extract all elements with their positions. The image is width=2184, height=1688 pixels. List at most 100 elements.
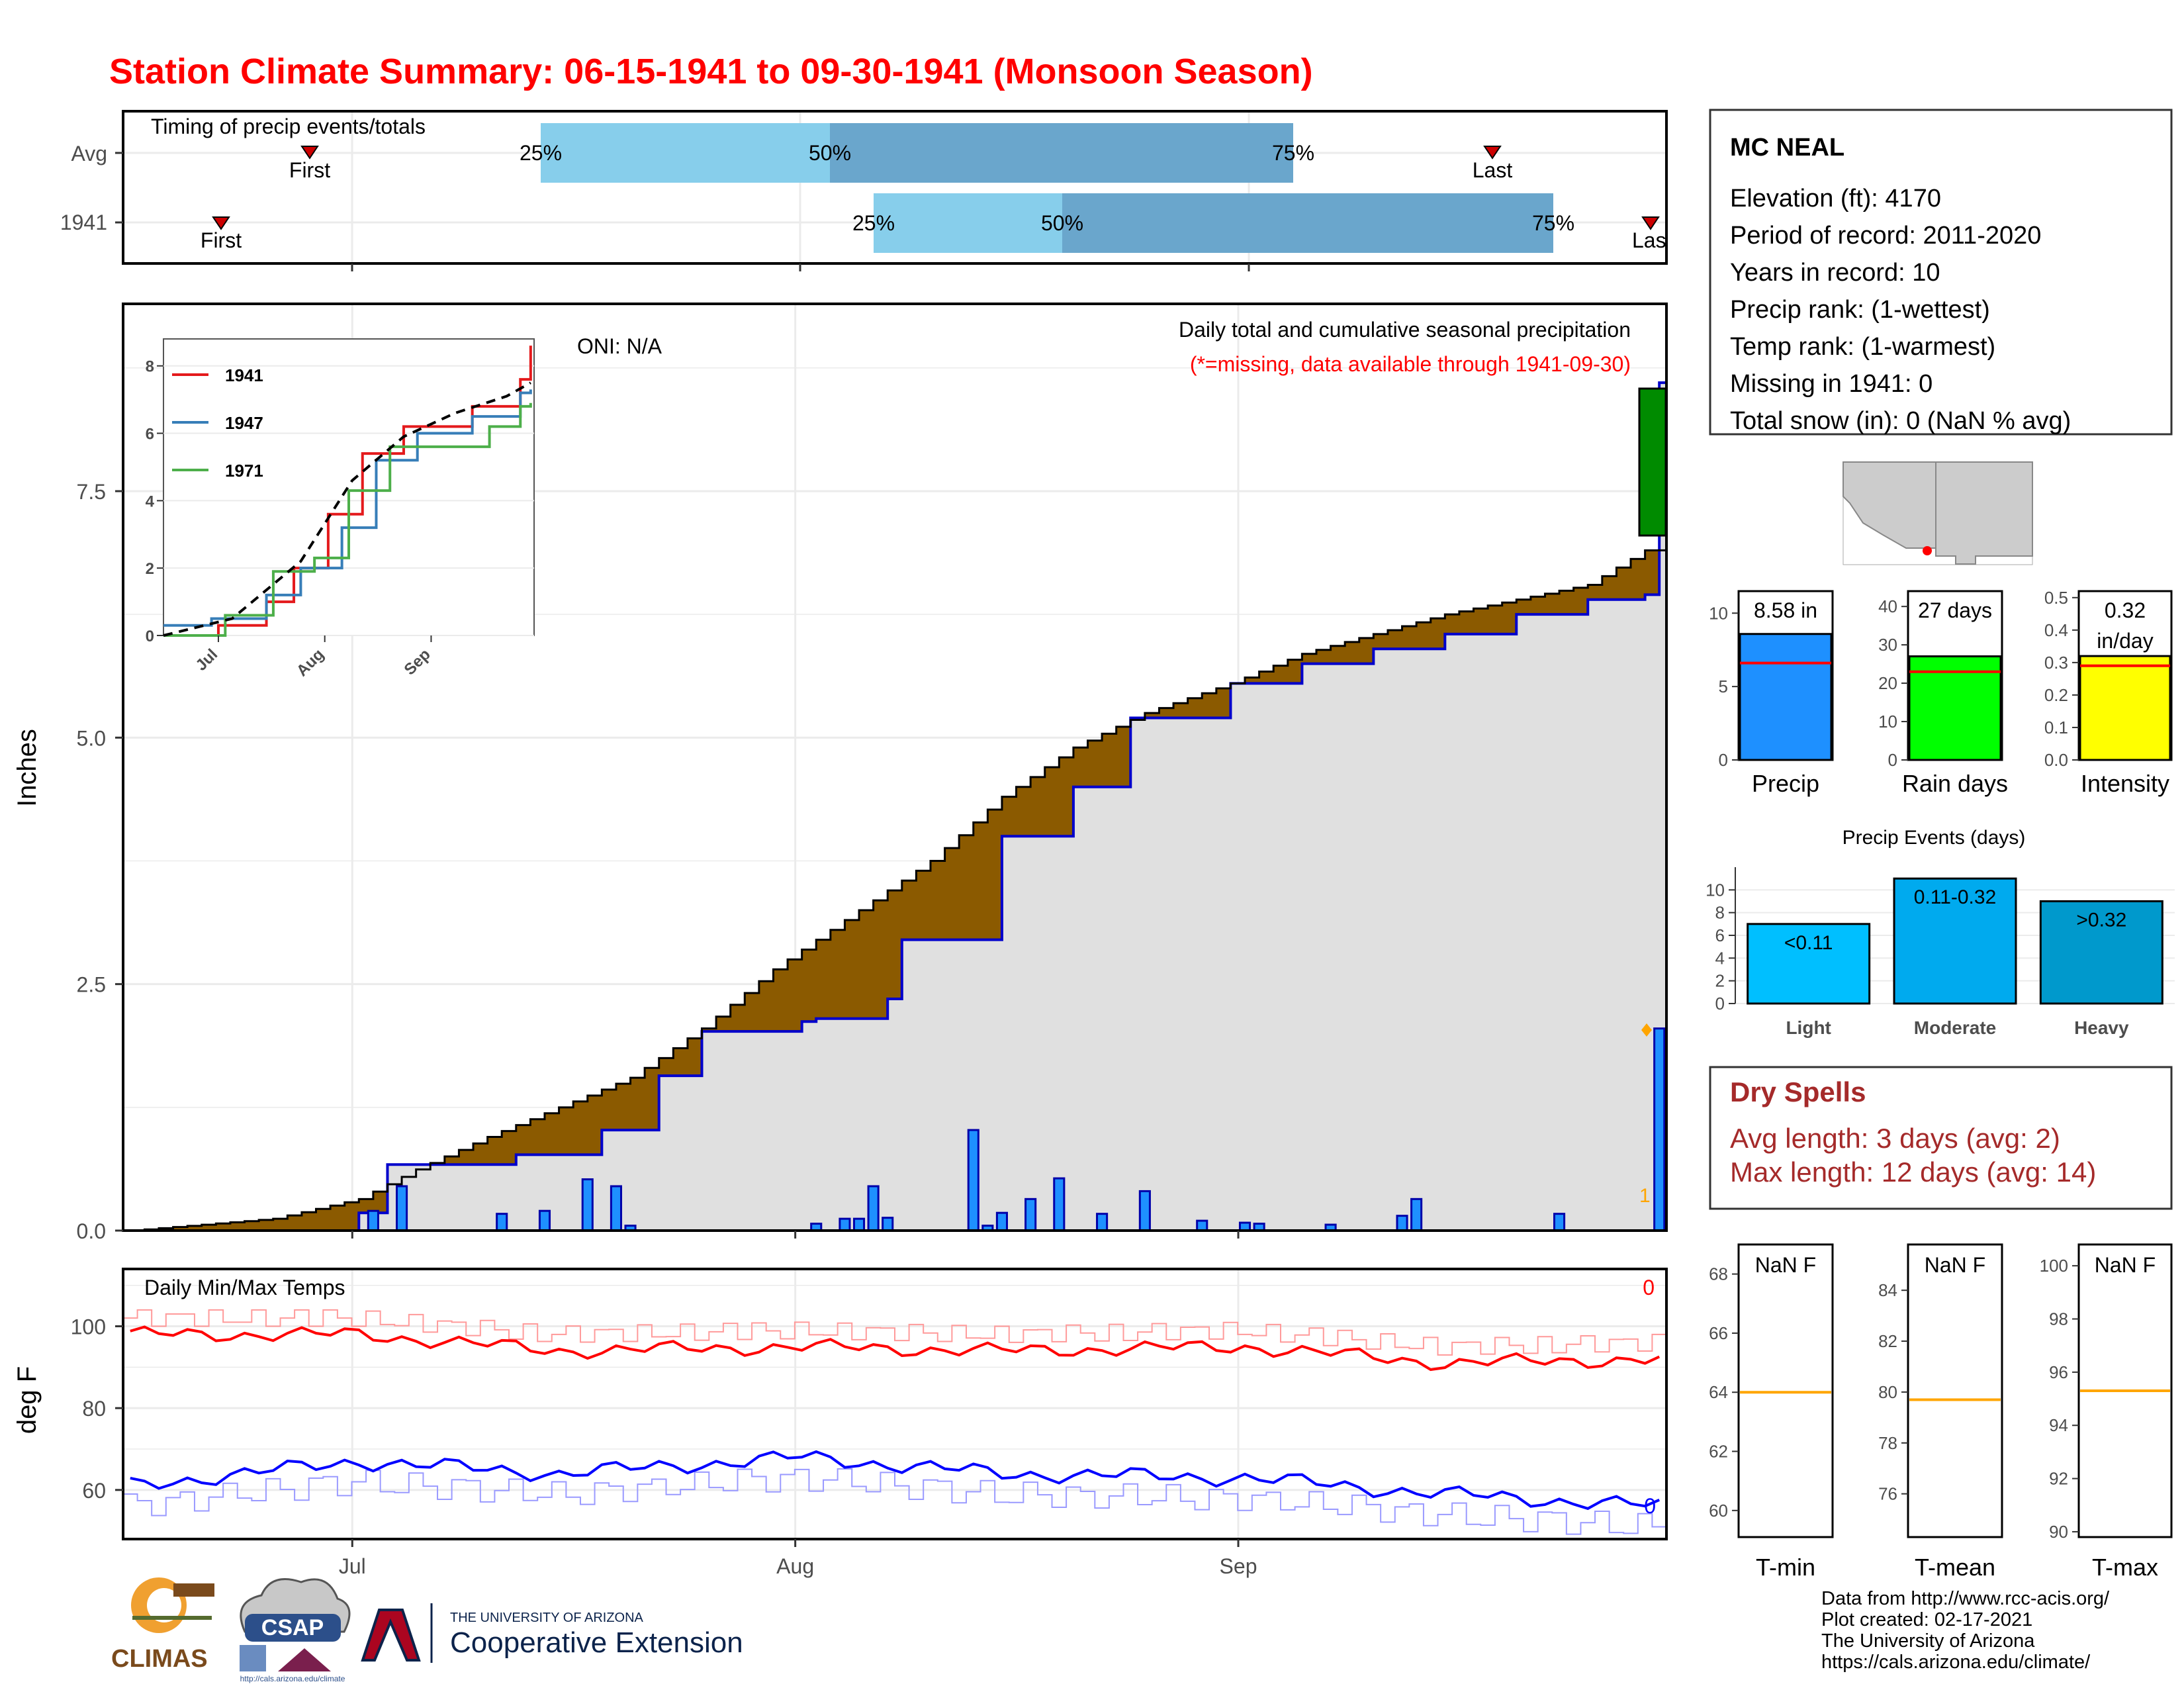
- station-period: Period of record: 2011-2020: [1730, 222, 2041, 250]
- events-bar-label: >0.32: [2076, 910, 2126, 931]
- main-ytick-label: 7.5: [77, 480, 106, 504]
- temp-mini-ytick-label: 96: [2049, 1362, 2068, 1382]
- mini-axis-label: Precip: [1752, 770, 1819, 797]
- station-precip-rank: Precip rank: (1-wettest): [1730, 296, 1990, 324]
- x-tick-label: Aug: [776, 1554, 814, 1578]
- events-ytick-label: 4: [1715, 948, 1725, 968]
- dry-spells-box: Dry Spells Avg length: 3 days (avg: 2) M…: [1709, 1066, 2173, 1210]
- temp-mini-value: NaN F: [1755, 1253, 1816, 1277]
- legend-1941: 1941: [225, 365, 263, 385]
- main-ylabel: Inches: [13, 729, 42, 807]
- temp-mini-charts: 60 62 64 66 68 NaN F T-min 76 78 80 82 84 NaN F T-mea…: [1709, 1243, 2173, 1581]
- dry-spells-avg: Avg length: 3 days (avg: 2): [1730, 1123, 2060, 1154]
- inset-line-1971: [163, 402, 532, 637]
- events-title: Precip Events (days): [1843, 827, 2026, 849]
- events-ytick-label: 10: [1706, 880, 1725, 900]
- green-excess-bar: [1638, 387, 1667, 537]
- temp-ytick-label: 80: [82, 1397, 106, 1421]
- temp-mini-ytick-label: 62: [1709, 1442, 1728, 1462]
- avg-first-marker: [300, 146, 319, 160]
- station-info-box: MC NEAL Elevation (ft): 4170 Period of r…: [1709, 109, 2173, 436]
- mini-value-label: in/day: [2097, 629, 2153, 653]
- temp-mini-frame: [1907, 1243, 2003, 1538]
- yr-bar-25-50: [874, 193, 1062, 253]
- climas-logo: CLIMAS: [111, 1577, 214, 1673]
- mini-ytick-label: 30: [1878, 635, 1897, 655]
- mini-value-bar: [1739, 633, 1833, 761]
- temp-mini-ytick-label: 90: [2049, 1522, 2068, 1542]
- daily-precip-bar: [581, 1178, 594, 1232]
- daily-precip-bar: [496, 1213, 508, 1232]
- events-category-label: Heavy: [2074, 1017, 2129, 1038]
- mini-ytick-label: 0: [1719, 750, 1728, 770]
- inset-legend: 1941 1947 1971: [172, 365, 263, 481]
- yr-pct-75: 75%: [1532, 211, 1574, 235]
- mini-value-label: 0.32: [2105, 598, 2146, 622]
- precip-panel: 0.0 2.5 5.0 7.5 Inches ONI: N/A Daily total…: [13, 303, 1668, 1243]
- daily-precip-bar: [1053, 1177, 1066, 1232]
- mini-ytick-label: 0: [1888, 750, 1897, 770]
- avg-tmax-line: [123, 1309, 1666, 1356]
- page-title: Station Climate Summary: 06-15-1941 to 0…: [109, 52, 1313, 91]
- station-temp-rank: Temp rank: (1-warmest): [1730, 333, 1995, 361]
- footer-line-1: Data from http://www.rcc-acis.org/: [1821, 1588, 2110, 1609]
- mini-axis-label: Intensity: [2081, 770, 2169, 797]
- daily-precip-bar: [995, 1211, 1009, 1232]
- temps-label: Daily Min/Max Temps: [144, 1276, 345, 1299]
- ua-logo: THE UNIVERSITY OF ARIZONA Cooperative Ex…: [361, 1603, 743, 1663]
- dry-spells-max: Max length: 12 days (avg: 14): [1730, 1156, 2096, 1188]
- temp-mini-ytick-label: 92: [2049, 1469, 2068, 1489]
- daily-precip-bar: [538, 1209, 551, 1232]
- main-y-axis: 0.0 2.5 5.0 7.5: [77, 480, 123, 1243]
- avg-pct-25: 25%: [520, 141, 562, 165]
- tmax-count: 0: [1643, 1276, 1655, 1299]
- temp-mini-label: T-max: [2092, 1554, 2158, 1581]
- climas-text: CLIMAS: [111, 1645, 208, 1673]
- mini-ytick-label: 0.3: [2044, 653, 2068, 673]
- mini-value-label: 27 days: [1918, 598, 1992, 622]
- yr-last-marker: [1641, 216, 1660, 230]
- daily-precip-bar: [1024, 1197, 1037, 1232]
- legend-1947: 1947: [225, 413, 263, 433]
- mini-ytick-label: 10: [1878, 712, 1897, 731]
- avg-pct-50: 50%: [809, 141, 851, 165]
- daily-precip-bar: [882, 1217, 894, 1232]
- count-label: 1: [1639, 1185, 1651, 1207]
- events-bar-light: [1747, 923, 1871, 1005]
- temp-mini-value: NaN F: [1925, 1253, 1985, 1277]
- cumulative-areas: [123, 381, 1666, 1232]
- temp-mini-ytick-label: 84: [1878, 1280, 1897, 1300]
- station-elevation: Elevation (ft): 4170: [1730, 185, 1941, 212]
- x-axis: Jul Aug Sep: [339, 1231, 1257, 1578]
- mini-value-bar: [2079, 655, 2171, 761]
- temp-mini-ytick-label: 82: [1878, 1331, 1897, 1351]
- events-bar-heavy: [2039, 900, 2163, 1005]
- daily-precip-bar: [852, 1217, 866, 1232]
- daily-precip-bar: [367, 1209, 379, 1232]
- mini-value-label: 8.58 in: [1754, 598, 1817, 622]
- legend-1971: 1971: [225, 461, 263, 481]
- inset-ytick-label: 8: [146, 358, 154, 376]
- daily-precip-bar: [867, 1185, 880, 1232]
- mini-ytick-label: 10: [1709, 603, 1728, 623]
- mini-ytick-label: 0.4: [2044, 620, 2068, 640]
- dry-spells-title: Dry Spells: [1730, 1076, 1866, 1107]
- precip-events-chart: Precip Events (days) 0 2 4 68 10 <0.11 Light 0.…: [1706, 827, 2175, 1038]
- yr-bar-50-75: [1062, 193, 1553, 253]
- daily-precip-bar: [1396, 1215, 1408, 1232]
- station-missing: Missing in 1941: 0: [1730, 370, 1933, 398]
- main-ytick-label: 2.5: [77, 973, 106, 997]
- events-category-label: Light: [1786, 1017, 1831, 1038]
- temp-mini-label: T-mean: [1915, 1554, 1995, 1581]
- main-subtitle: Daily total and cumulative seasonal prec…: [1179, 318, 1631, 342]
- temps-ylabel: deg F: [13, 1366, 42, 1434]
- daily-precip-bar: [839, 1217, 851, 1232]
- temps-panel: Daily Min/Max Temps 0 0 deg F 60 80 100 Ju…: [13, 1231, 1668, 1578]
- temp-mini-ytick-label: 98: [2049, 1309, 2068, 1329]
- timing-panel: Timing of precip events/totals Avg 1941 …: [60, 110, 1668, 271]
- main-ytick-label: 0.0: [77, 1219, 106, 1243]
- mini-ytick-label: 0.5: [2044, 588, 2068, 608]
- temp-mini-ytick-label: 64: [1709, 1382, 1728, 1402]
